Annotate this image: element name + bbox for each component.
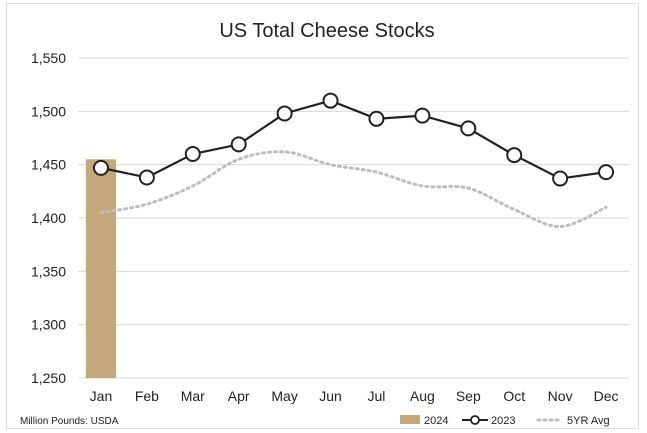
point-2023 [552, 170, 569, 187]
x-tick-label: Nov [548, 388, 573, 404]
y-tick-label: 1,400 [31, 210, 66, 226]
line-2023 [100, 99, 607, 180]
legend-label-2024: 2024 [424, 415, 448, 427]
y-tick-label: 1,500 [31, 103, 66, 119]
x-tick-label: Feb [135, 388, 159, 404]
x-tick-label: Oct [503, 388, 525, 404]
x-tick-label: May [271, 388, 297, 404]
point-2023 [506, 147, 523, 164]
legend-swatch-2024 [400, 415, 420, 424]
series-2023 [92, 92, 615, 187]
y-tick-label: 1,300 [31, 317, 66, 333]
bar-2024 [85, 159, 117, 378]
point-2023 [368, 110, 385, 127]
legend-label-5yr-avg: 5YR Avg [567, 415, 610, 427]
point-2023 [598, 164, 615, 181]
y-tick-label: 1,350 [31, 263, 66, 279]
legend-label-2023: 2023 [491, 415, 515, 427]
x-tick-label: Apr [228, 388, 250, 404]
x-tick-label: Jan [90, 388, 113, 404]
y-axis-ticks: 1,250 1,300 1,350 1,400 1,450 1,500 1,550 [31, 50, 66, 386]
x-tick-label: Jun [319, 388, 342, 404]
x-tick-label: Mar [181, 388, 205, 404]
point-2023 [276, 105, 293, 122]
point-2023 [230, 136, 247, 153]
x-tick-label: Sep [456, 388, 481, 404]
avg-line [99, 150, 608, 229]
y-tick-label: 1,250 [31, 370, 66, 386]
chart-title: US Total Cheese Stocks [219, 20, 434, 42]
gridlines [78, 57, 629, 379]
point-2023 [184, 146, 201, 162]
x-tick-label: Aug [410, 388, 435, 404]
x-tick-label: Dec [594, 388, 619, 404]
x-axis-ticks: Jan Feb Mar Apr May Jun Jul Aug Sep Oct Nov Dec [90, 388, 619, 404]
point-2023 [322, 92, 339, 109]
y-tick-label: 1,450 [31, 157, 66, 173]
point-2023 [414, 107, 431, 124]
source-note: Million Pounds: USDA [20, 416, 119, 427]
legend: 2024 2023 5YR Avg [400, 415, 610, 427]
y-tick-label: 1,550 [31, 50, 66, 66]
series-5yr-avg [99, 150, 608, 229]
point-2023 [138, 169, 155, 186]
point-2023 [460, 120, 477, 137]
legend-swatch-2023-marker [470, 415, 480, 425]
x-tick-label: Jul [368, 388, 386, 404]
bars-2024 [85, 159, 117, 378]
point-2023 [92, 159, 109, 176]
